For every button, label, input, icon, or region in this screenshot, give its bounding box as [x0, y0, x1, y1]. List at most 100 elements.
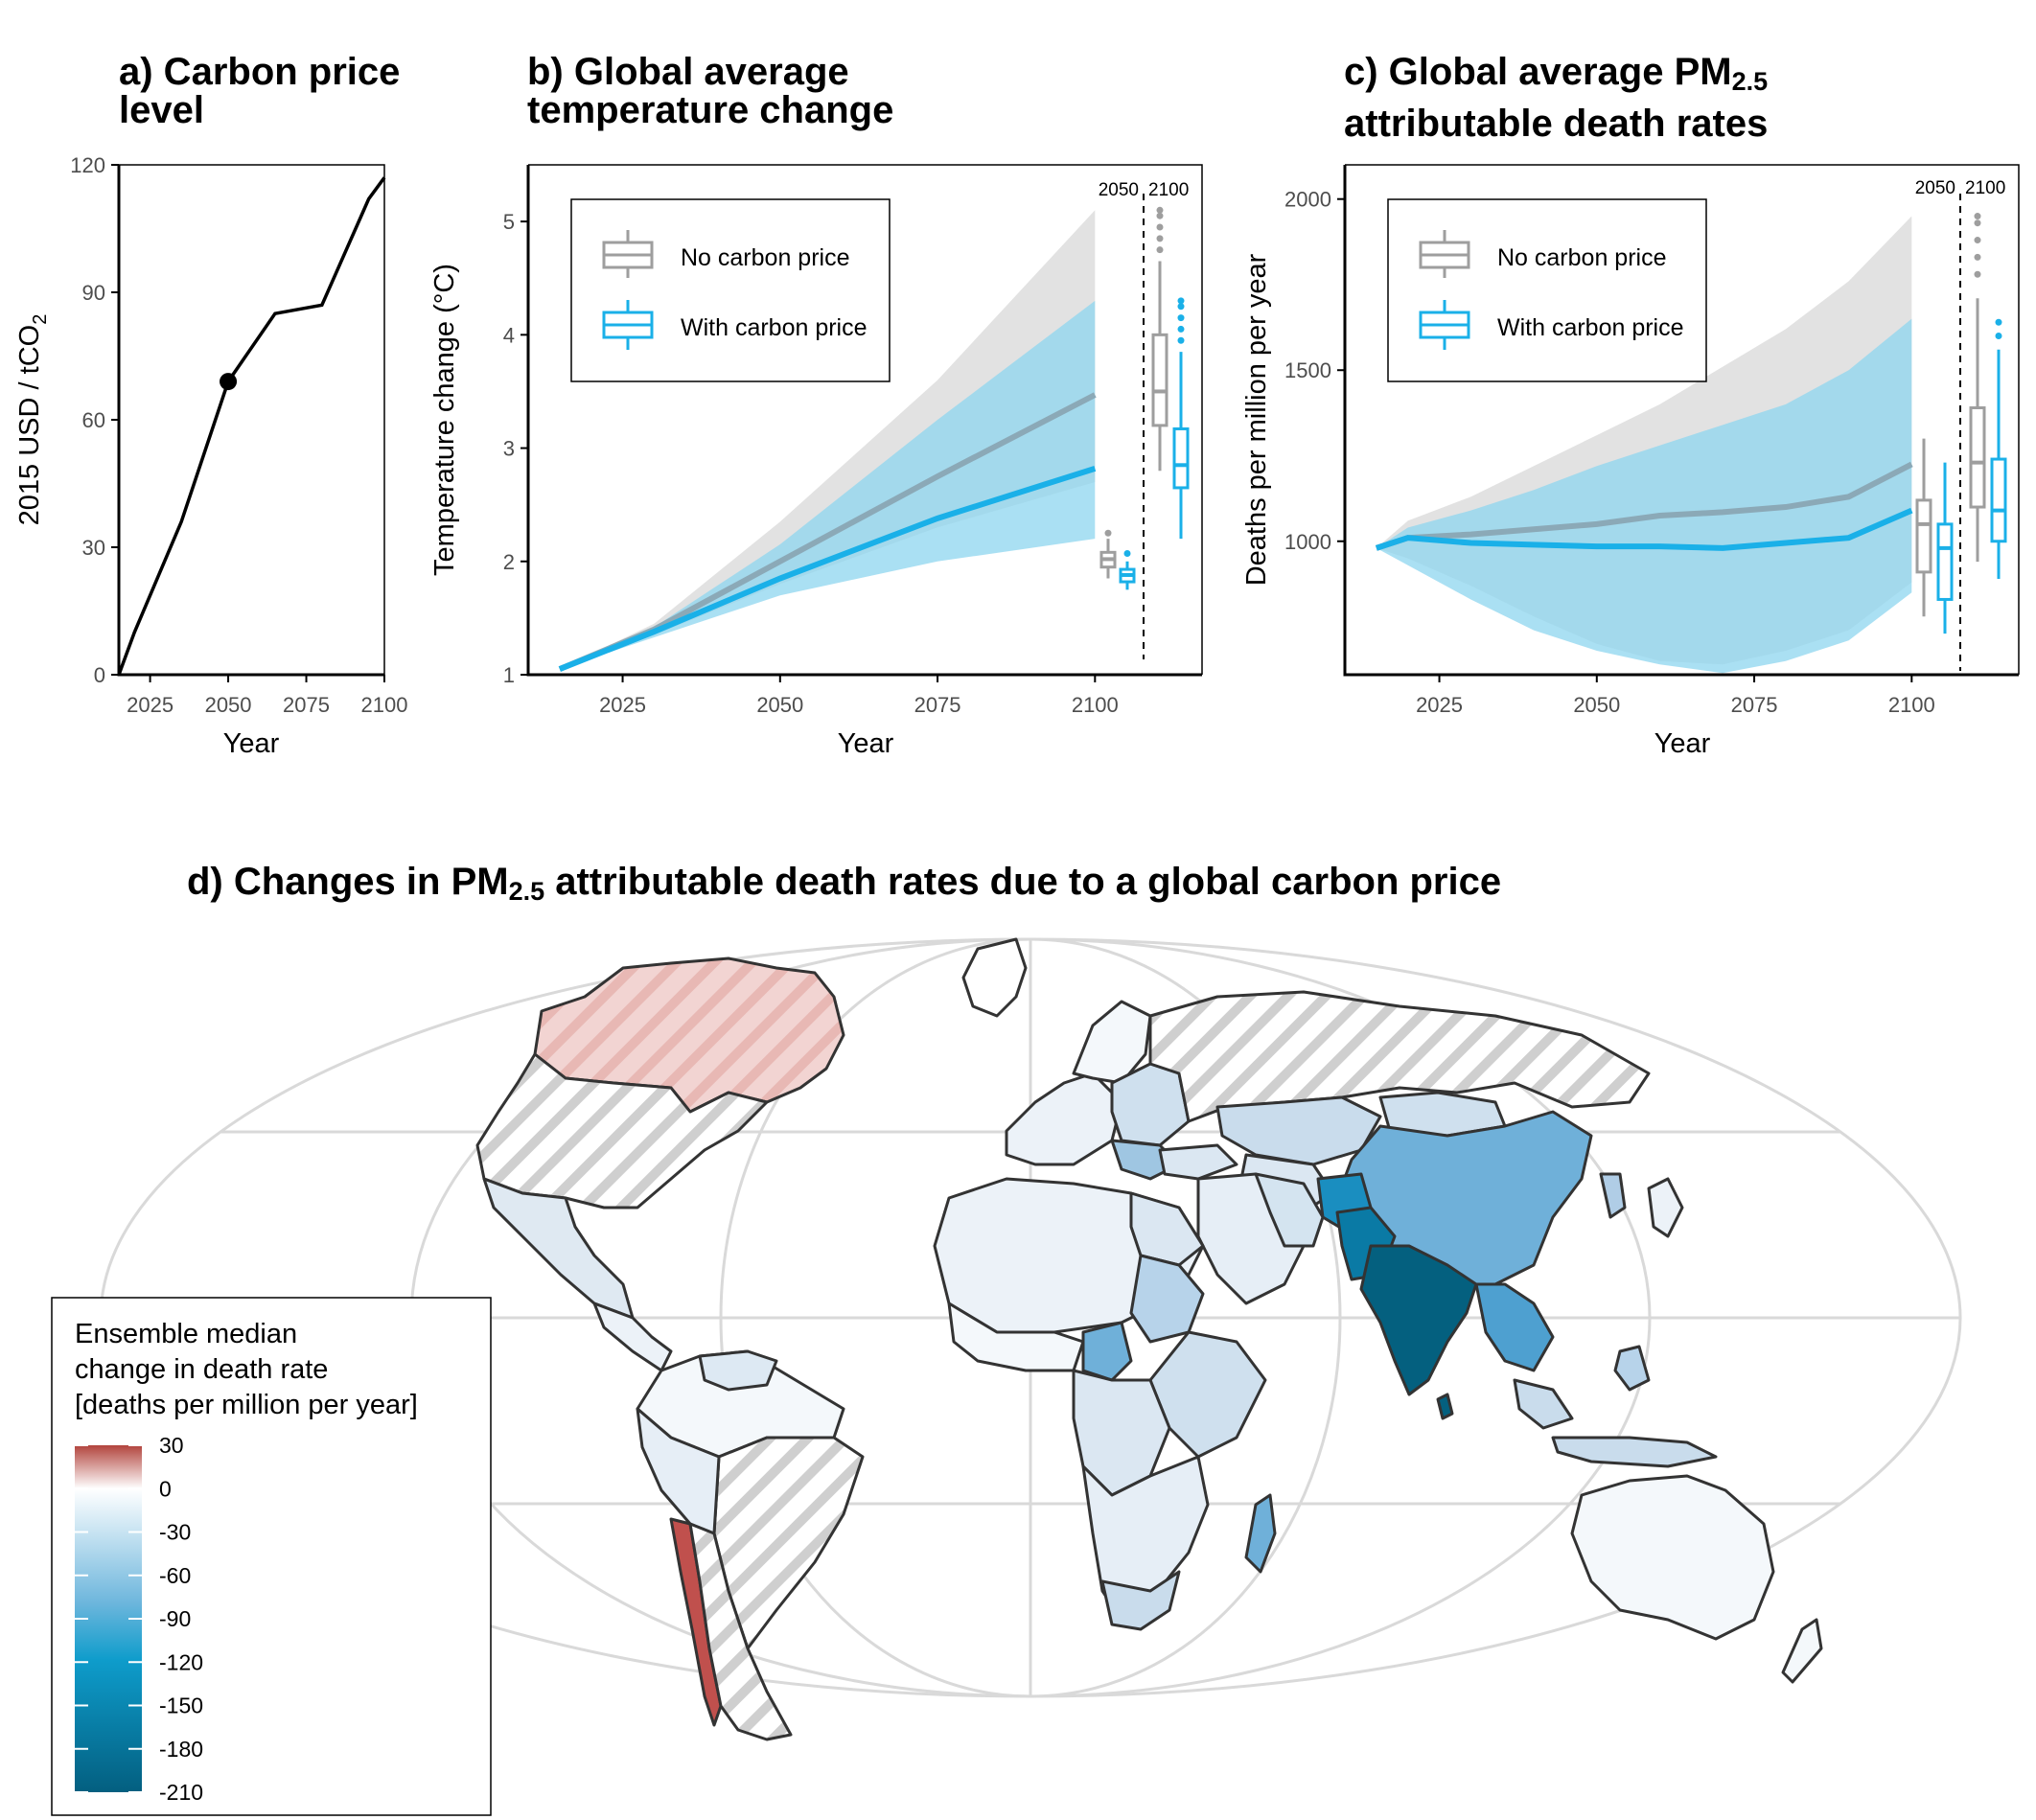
panel-c-ytick-label: 1500	[1284, 358, 1331, 382]
panel-a-ylabel-main: 2015 USD / tCO	[14, 325, 45, 526]
boxplot-box	[1172, 426, 1190, 490]
panel-c-xlabel: Year	[1654, 728, 1711, 759]
colorbar-title-line3: [deaths per million per year]	[75, 1390, 418, 1420]
boxplot-2100-no-price	[1969, 213, 1986, 563]
panel-c-ytick-label: 1000	[1284, 530, 1331, 554]
boxplot-outlier	[1104, 529, 1112, 537]
panel-c-label-2100: 2100	[1965, 178, 2005, 198]
map-region-venezuela	[698, 1349, 778, 1392]
panel-b-ytick-label: 1	[503, 663, 515, 687]
carbon-price-line	[117, 176, 386, 676]
boxplot-outlier	[1974, 213, 1981, 220]
panel-c-frame	[1345, 164, 2020, 675]
map-region-scandinavia	[1072, 1000, 1152, 1085]
colorbar-tick-label: -30	[159, 1520, 191, 1545]
boxplot-outlier	[1974, 253, 1981, 261]
map-region-central-america	[592, 1302, 673, 1372]
boxplot-outlier	[1995, 333, 2002, 340]
colorbar-tick-label: -120	[159, 1649, 203, 1674]
map-region-argentina	[688, 1522, 793, 1741]
map-region-malaysia	[1513, 1378, 1574, 1430]
panel-c-title-line2: attributable death rates	[1344, 103, 1769, 145]
boxplot-outlier	[1156, 206, 1164, 214]
carbon-price-2050-point	[220, 373, 238, 391]
boxplot-outlier	[1123, 550, 1131, 558]
panel-a-xtick-label: 2025	[127, 693, 174, 717]
legend-with-price-label: With carbon price	[1497, 314, 1684, 341]
map-region-indonesia	[1551, 1436, 1718, 1468]
legend-with-price-label: With carbon price	[681, 314, 868, 341]
panel-b-label-2100: 2100	[1148, 180, 1189, 200]
panel-c-ytick-label: 2000	[1284, 188, 1331, 212]
boxplot-outlier	[1156, 235, 1164, 242]
panel-b-ylabel: Temperature change (°C)	[429, 264, 460, 576]
with-price-ribbon	[1376, 318, 1912, 674]
boxplot-box	[1936, 522, 1954, 601]
colorbar-tick-label: -90	[159, 1606, 191, 1631]
panel-c-title-sub: 2.5	[1731, 67, 1769, 96]
panel-d-title-sub: 2.5	[508, 877, 545, 906]
panel-c-label-2050: 2050	[1915, 178, 1955, 198]
panel-b-title: b) Global average temperature change	[527, 53, 893, 129]
panel-b-ytick-label: 3	[503, 437, 515, 461]
colorbar-tick-label: -210	[159, 1780, 203, 1805]
panel-c-title-line1: c) Global average PM	[1344, 51, 1732, 93]
map-region-turkey	[1158, 1143, 1238, 1181]
map-region-iran	[1254, 1172, 1325, 1248]
panel-d-title-post: attributable death rates due to a global…	[544, 861, 1502, 903]
boxplot-2050-with-price	[1119, 550, 1136, 590]
legend-with-price-key	[602, 300, 654, 350]
map-region-southern-africa	[1081, 1455, 1210, 1622]
panel-a-title: a) Carbon price level	[119, 53, 400, 129]
map-region-india	[1359, 1244, 1478, 1396]
colorbar-tick-label: -60	[159, 1563, 191, 1588]
colorbar-tick-label: 30	[159, 1433, 184, 1458]
panel-a-xtick-label: 2050	[205, 693, 252, 717]
panel-b-xtick-label: 2075	[914, 693, 961, 717]
panel-b-xlabel: Year	[838, 728, 894, 759]
boxplot-box	[1990, 457, 2007, 543]
map-region-greenland	[961, 937, 1028, 1018]
panel-a-ylabel: 2015 USD / tCO2	[14, 314, 51, 526]
panel-c-axes	[1343, 165, 2019, 677]
panel-a-ylabel-sub: 2	[30, 314, 51, 325]
panel-c-xtick-label: 2025	[1416, 693, 1463, 717]
boxplot-box	[1915, 498, 1932, 574]
with-price-ribbon	[559, 300, 1096, 670]
boxplot-outlier	[1177, 336, 1185, 344]
legend-with-price-key	[1419, 300, 1470, 350]
boxplot-2050-no-price	[1099, 529, 1117, 579]
panel-c-title: c) Global average PM2.5 attributable dea…	[1344, 53, 1768, 143]
map-region-russia	[1148, 990, 1651, 1123]
panel-a-xtick-label: 2075	[283, 693, 330, 717]
boxplot-outlier	[1156, 212, 1164, 219]
panel-b-title-line2: temperature change	[527, 89, 894, 131]
panel-b-title-line1: b) Global average	[527, 51, 849, 93]
panel-a-chart: 0 30 60 90 120 2025 2050 2075 2100 Year 2015 US…	[14, 153, 407, 759]
colorbar-title-line1: Ensemble median	[75, 1319, 297, 1349]
panel-d-title-pre: d) Changes in PM	[187, 861, 509, 903]
panel-a-xtick-label: 2100	[361, 693, 408, 717]
map-region-south-africa	[1100, 1570, 1181, 1631]
panel-c-legend: No carbon price With carbon price	[1387, 198, 1707, 382]
boxplot-outlier	[1974, 270, 1981, 278]
panel-c-title-line1-wrap: c) Global average PM2.5	[1344, 53, 1768, 101]
panel-d-title: d) Changes in PM2.5 attributable death r…	[187, 863, 1501, 910]
map-region-usa	[475, 1052, 769, 1209]
panel-c-xtick-label: 2075	[1731, 693, 1778, 717]
panel-b-label-2050: 2050	[1099, 180, 1139, 200]
map-region-nigeria	[1081, 1321, 1133, 1382]
panel-a-ytick-label: 120	[70, 153, 105, 177]
boxplot-outlier	[1995, 318, 2002, 326]
with-price-median-line	[1375, 507, 1913, 551]
map-region-new-zealand	[1781, 1618, 1823, 1684]
panel-a-title-line2: level	[119, 89, 204, 131]
map-region-australia	[1570, 1474, 1775, 1641]
legend-no-price-label: No carbon price	[1497, 244, 1666, 271]
boxplot-outlier	[1156, 246, 1164, 254]
map-region-sri-lanka	[1436, 1393, 1454, 1420]
boxplot-2100-with-price	[1172, 297, 1190, 540]
boxplot-outlier	[1974, 237, 1981, 244]
